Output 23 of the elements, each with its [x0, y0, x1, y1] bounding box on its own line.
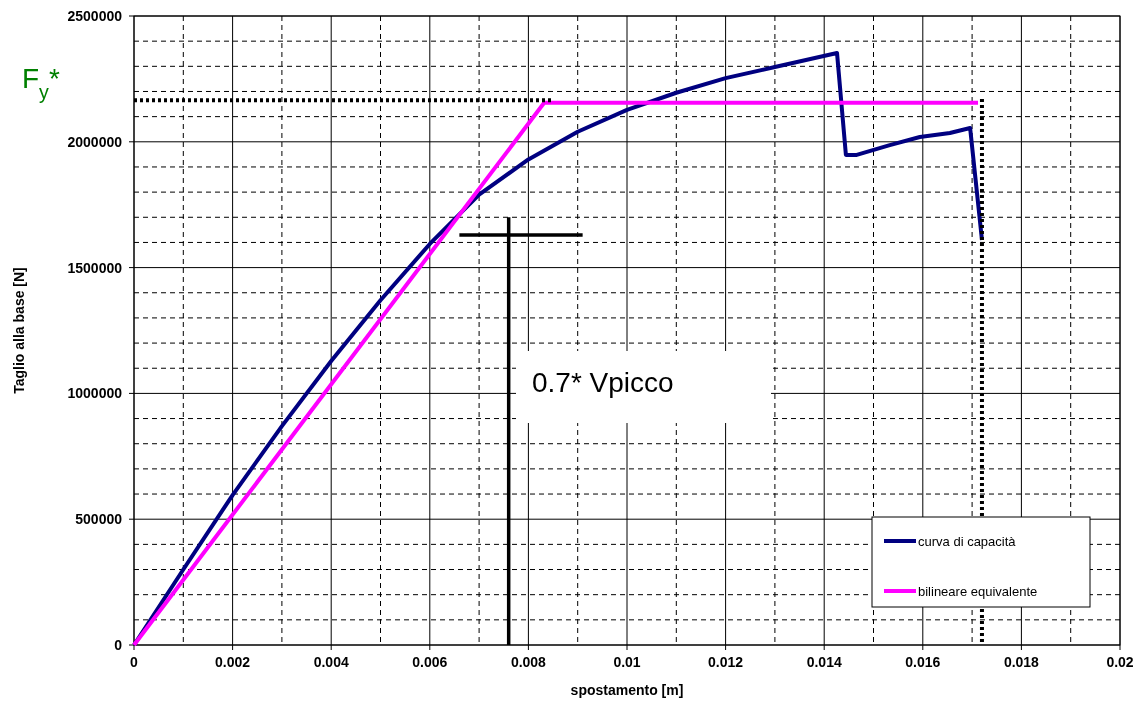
- x-tick-label: 0.008: [510, 654, 547, 670]
- y-tick-label: 2000000: [67, 133, 123, 150]
- y-tick-label: 1000000: [67, 385, 123, 402]
- x-tick-label: 0.016: [905, 654, 941, 670]
- annotation: F$_{y}$*: [22, 63, 60, 104]
- annotation: 0.7* Vpicco: [532, 367, 674, 398]
- x-tick-label: 0: [130, 654, 139, 670]
- x-tick-label: 0.02: [1106, 654, 1134, 670]
- x-tick-label: 0.004: [313, 654, 349, 670]
- y-tick-label: 2500000: [67, 8, 123, 24]
- x-tick-label: 0.006: [412, 654, 448, 670]
- x-tick-label: 0.012: [708, 654, 744, 670]
- x-tick-label: 0.002: [215, 654, 251, 670]
- legend-label: bilineare equivalente: [918, 584, 1038, 599]
- legend-label: curva di capacità: [918, 534, 1017, 549]
- x-tick-label: 0.01: [613, 654, 641, 670]
- y-tick-label: 0: [114, 637, 123, 653]
- x-tick-label: 0.014: [806, 654, 842, 670]
- x-axis-title: spostamento [m]: [570, 682, 684, 698]
- y-tick-label: 500000: [75, 511, 123, 528]
- x-tick-label: 0.018: [1003, 654, 1040, 670]
- y-axis-title: Taglio alla base [N]: [11, 267, 27, 394]
- y-tick-label: 1500000: [67, 259, 123, 276]
